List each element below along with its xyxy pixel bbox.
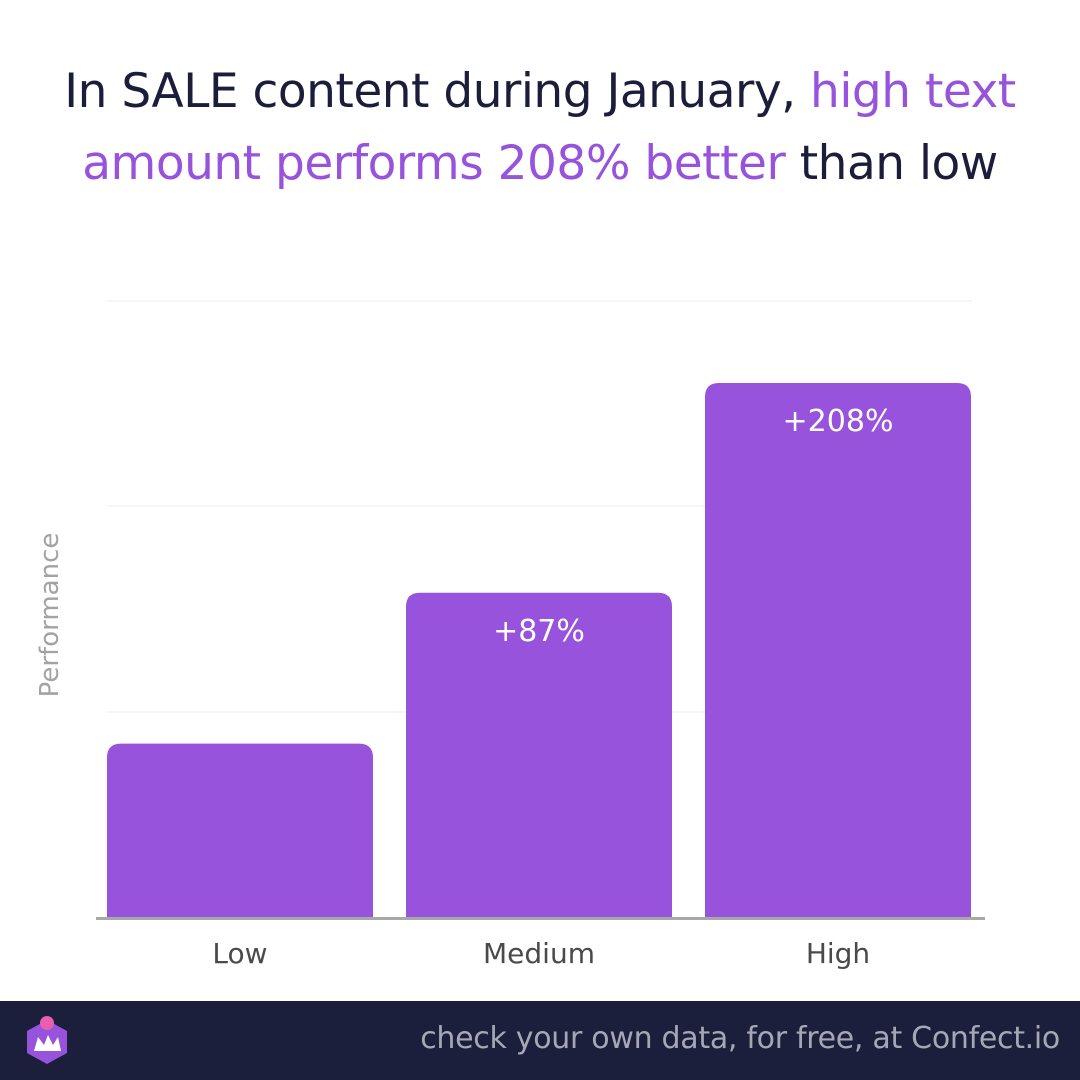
x-tick-label-low: Low [212,937,267,970]
title-part-1: In SALE content during January, [64,64,811,119]
y-axis-label: Performance [35,533,65,698]
bar-medium [406,592,672,917]
confect-crown-logo-icon [27,1016,67,1064]
chart-title: In SALE content during January, high tex… [0,56,1080,200]
bar-high [705,383,971,917]
footer-bar: check your own data, for free, at Confec… [0,1001,1080,1080]
title-highlight: high text amount performs 208% better [82,64,1016,191]
x-tick-label-medium: Medium [483,937,595,970]
bar-chart: Low +87% Medium +208% High Performance [35,300,985,970]
bars: Low +87% Medium +208% High [107,383,971,970]
bar-low [107,743,373,917]
title-part-2: than low [785,136,999,191]
data-label-medium: +87% [493,614,585,649]
data-label-high: +208% [783,404,894,439]
footer-cta-text: check your own data, for free, at Confec… [420,1021,1060,1056]
x-tick-label-high: High [806,937,870,970]
axes: Performance [35,533,985,920]
